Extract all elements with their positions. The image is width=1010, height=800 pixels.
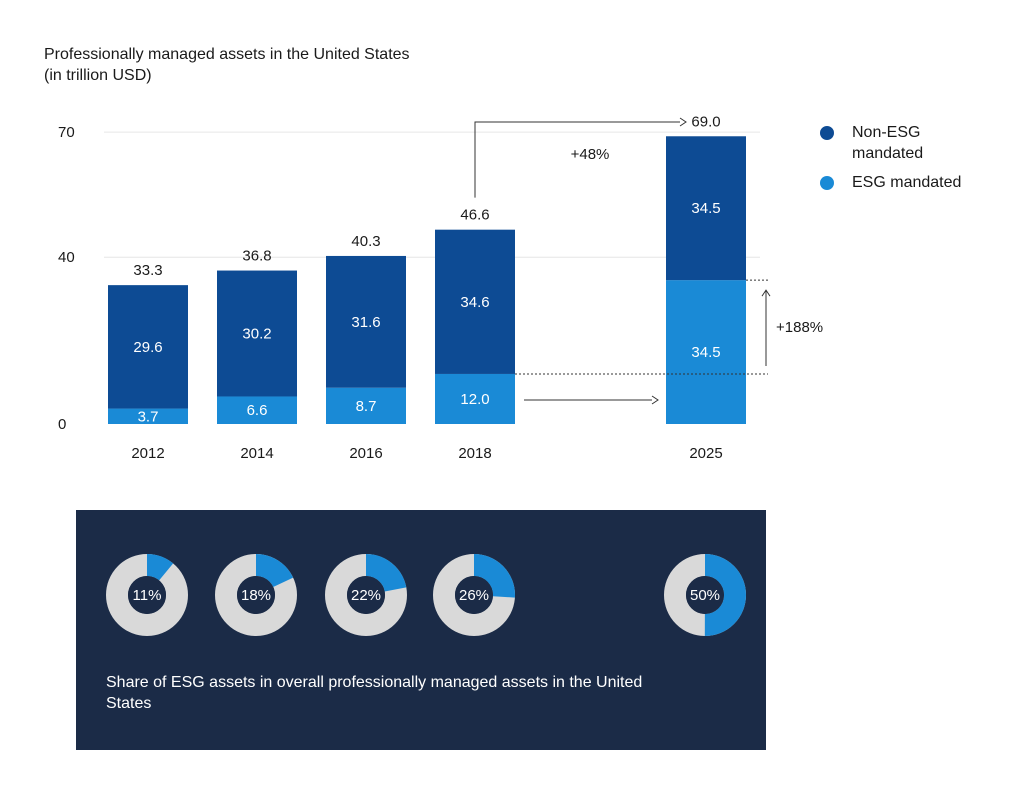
donut-2018: 26%	[433, 554, 515, 636]
bar-label-non-esg: 34.5	[691, 200, 720, 217]
gridlines	[104, 131, 760, 258]
donut-2014: 18%	[215, 554, 297, 636]
donut-hole	[237, 576, 275, 614]
donut-label: 26%	[459, 587, 489, 604]
bar-total-label: 36.8	[242, 248, 271, 265]
legend-item-non-esg: Non-ESG mandated	[820, 122, 992, 164]
chart-title: Professionally managed assets in the Uni…	[44, 44, 410, 86]
bar-total-label: 33.3	[133, 262, 162, 279]
x-tick-label: 2025	[689, 445, 722, 462]
chart-subtitle: (in trillion USD)	[44, 67, 152, 84]
panel-caption: Share of ESG assets in overall professio…	[106, 674, 643, 712]
annotations	[474, 117, 771, 405]
y-tick-label: 0	[58, 416, 66, 433]
arrowhead-total	[679, 117, 687, 127]
donut-2016: 22%	[325, 554, 407, 636]
donut-share	[433, 554, 515, 636]
x-tick-label: 2012	[131, 445, 164, 462]
legend: Non-ESG mandated ESG mandated	[820, 122, 992, 201]
donut-hole	[347, 576, 385, 614]
x-tick-label: 2016	[349, 445, 382, 462]
bar-non-esg	[326, 255, 406, 388]
donut-label: 18%	[241, 587, 271, 604]
bar-esg	[326, 387, 406, 424]
annotation-esg-growth: +188%	[776, 319, 823, 336]
bar-label-esg: 3.7	[138, 408, 159, 425]
bar-label-non-esg: 34.6	[460, 294, 489, 311]
bar-label-esg: 34.5	[691, 344, 720, 361]
donut-hole	[128, 576, 166, 614]
bar-label-esg: 12.0	[460, 391, 489, 408]
donut-label: 50%	[690, 587, 720, 604]
bar-esg	[666, 280, 746, 424]
bar-esg	[108, 408, 188, 424]
donut-share	[106, 554, 188, 636]
annotation-total-growth: +48%	[571, 146, 610, 163]
legend-swatch-non-esg	[820, 126, 834, 140]
bar-total-label: 46.6	[460, 207, 489, 224]
bar-esg	[217, 396, 297, 424]
esg-share-panel: 11% 18% 22% 26% 50% Share of ESG assets in o…	[76, 510, 766, 750]
bar-non-esg	[435, 229, 515, 374]
y-tick-label: 40	[58, 249, 75, 266]
bar-label-non-esg: 30.2	[242, 326, 271, 343]
y-tick-label: 70	[58, 124, 75, 141]
legend-swatch-esg	[820, 176, 834, 190]
donut-label: 11%	[133, 587, 162, 604]
arrowhead-esg	[761, 289, 771, 297]
bar-label-esg: 8.7	[356, 398, 377, 415]
donut-label: 22%	[351, 587, 381, 604]
legend-label-esg: ESG mandated	[852, 174, 962, 191]
bar-label-non-esg: 31.6	[351, 314, 380, 331]
donut-share	[325, 554, 407, 636]
legend-label-non-esg: Non-ESG mandated	[852, 124, 924, 162]
chart-title-main: Professionally managed assets in the Uni…	[44, 46, 410, 63]
donut-share	[664, 554, 746, 636]
growth-arrow-total	[474, 121, 680, 198]
bar-label-non-esg: 29.6	[133, 339, 162, 356]
donut-share	[215, 554, 297, 636]
donut-charts: 11% 18% 22% 26% 50%	[106, 554, 746, 636]
labels: 0 40 70 3.7 29.6 33.3 2012 6.6 30.2 36.8 2014 8.7 31…	[58, 113, 823, 462]
bars	[108, 136, 746, 424]
bar-non-esg	[108, 285, 188, 409]
donut-hole	[455, 576, 493, 614]
bar-esg	[435, 373, 515, 424]
bar-non-esg	[666, 136, 746, 281]
legend-item-esg: ESG mandated	[820, 172, 992, 193]
bar-non-esg	[217, 270, 297, 397]
donut-2025: 50%	[664, 554, 746, 636]
stacked-bar-chart: 0 40 70 3.7 29.6 33.3 2012 6.6 30.2 36.8 2014 8.7 31…	[58, 113, 823, 462]
arrowhead-esg-transfer	[651, 395, 659, 405]
bar-total-label: 69.0	[691, 113, 720, 130]
donut-hole	[686, 576, 724, 614]
bar-label-esg: 6.6	[247, 402, 268, 419]
x-tick-label: 2014	[240, 445, 273, 462]
x-tick-label: 2018	[458, 445, 491, 462]
donut-2012: 11%	[106, 554, 188, 636]
bar-total-label: 40.3	[351, 233, 380, 250]
